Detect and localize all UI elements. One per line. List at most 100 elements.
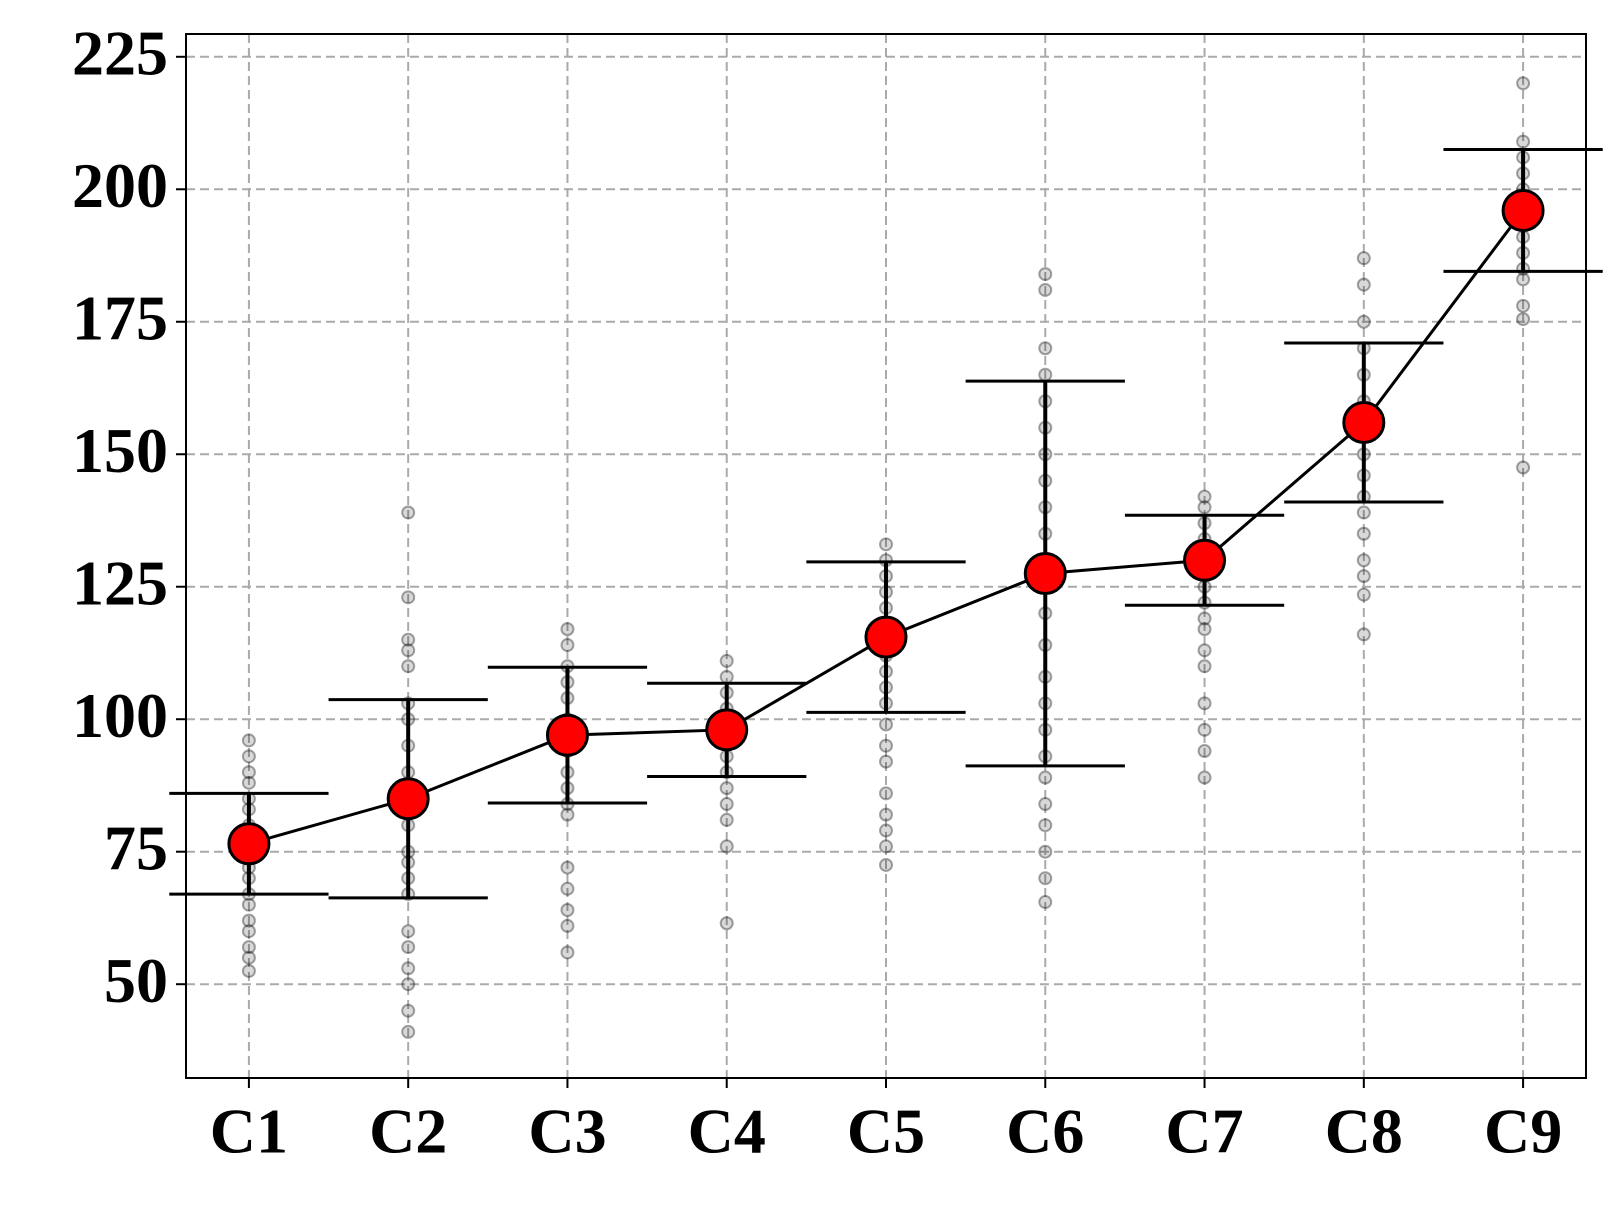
sample-point <box>1356 505 1371 520</box>
sample-point <box>1516 312 1531 327</box>
sample-point <box>241 749 256 764</box>
sample-point <box>1356 277 1371 292</box>
sample-point <box>1356 587 1371 602</box>
sample-point <box>1356 627 1371 642</box>
sample-point <box>401 977 416 992</box>
sample-point <box>879 786 893 801</box>
sample-point <box>1197 500 1212 515</box>
y-tick-label: 225 <box>72 17 168 88</box>
sample-point <box>560 945 575 960</box>
sample-point <box>241 897 256 912</box>
sample-point <box>401 632 416 647</box>
x-tick-label: C4 <box>688 1096 766 1167</box>
sample-point <box>1197 744 1212 759</box>
sample-point <box>719 781 734 796</box>
sample-point <box>879 807 893 822</box>
sample-point <box>241 963 256 978</box>
mean-marker <box>864 615 908 659</box>
sample-point <box>1197 696 1212 711</box>
sample-point <box>719 669 734 684</box>
sample-point <box>879 537 893 552</box>
sample-point <box>401 590 416 605</box>
sample-point <box>1038 871 1053 886</box>
sample-point <box>719 839 734 854</box>
x-tick-label: C9 <box>1484 1096 1562 1167</box>
sample-point <box>560 807 575 822</box>
sample-point <box>241 733 256 748</box>
mean-marker <box>1501 188 1545 232</box>
sample-point <box>879 823 893 838</box>
y-tick-label: 150 <box>72 415 168 486</box>
sample-point <box>1038 818 1053 833</box>
y-tick-label: 125 <box>72 547 168 618</box>
sample-point <box>241 924 256 939</box>
y-tick-label: 175 <box>72 282 168 353</box>
mean-marker <box>1023 551 1067 595</box>
sample-point <box>1356 314 1371 329</box>
sample-point <box>879 839 893 854</box>
sample-point <box>1038 282 1053 297</box>
sample-point <box>719 916 734 931</box>
sample-point <box>560 860 575 875</box>
x-tick-label: C1 <box>210 1096 288 1167</box>
sample-point <box>401 1024 416 1039</box>
sample-point <box>241 775 256 790</box>
x-tick-label: C7 <box>1165 1096 1243 1167</box>
sample-point <box>241 913 256 928</box>
sample-point <box>560 622 575 637</box>
sample-point <box>879 754 893 769</box>
x-tick-label: C3 <box>528 1096 606 1167</box>
sample-point <box>560 903 575 918</box>
sample-point <box>401 505 416 520</box>
sample-point <box>401 643 416 658</box>
sample-point <box>401 940 416 955</box>
mean-marker <box>1183 538 1227 582</box>
sample-point <box>401 961 416 976</box>
y-tick-label: 50 <box>104 945 168 1016</box>
sample-point <box>719 797 734 812</box>
sample-point <box>1197 770 1212 785</box>
x-tick-label: C2 <box>369 1096 447 1167</box>
sample-point <box>1356 569 1371 584</box>
sample-point <box>401 1003 416 1018</box>
y-tick-label: 100 <box>72 680 168 751</box>
x-tick-label: C5 <box>847 1096 925 1167</box>
sample-point <box>1516 134 1531 149</box>
sample-point <box>879 717 893 732</box>
sample-point <box>1516 460 1531 475</box>
sample-point <box>560 638 575 653</box>
sample-point <box>719 653 734 668</box>
sample-point <box>1038 797 1053 812</box>
mean-marker <box>386 777 430 821</box>
mean-marker <box>545 713 589 757</box>
x-tick-label: C6 <box>1006 1096 1084 1167</box>
sample-point <box>1038 770 1053 785</box>
sample-point <box>1356 553 1371 568</box>
sample-point <box>241 950 256 965</box>
sample-point <box>1516 76 1531 91</box>
sample-point <box>1516 272 1531 287</box>
sample-point <box>1356 526 1371 541</box>
sample-point <box>1197 611 1212 626</box>
sample-point <box>1356 251 1371 266</box>
sample-point <box>1038 341 1053 356</box>
mean-marker <box>705 708 749 752</box>
y-tick-label: 200 <box>72 150 168 221</box>
sample-point <box>1197 489 1212 504</box>
mean-marker <box>227 822 271 866</box>
sample-point <box>719 812 734 827</box>
sample-point <box>241 940 256 955</box>
sample-point <box>1038 367 1053 382</box>
sample-point <box>1197 643 1212 658</box>
sample-point <box>560 918 575 933</box>
sample-point <box>1197 622 1212 637</box>
sample-point <box>1516 298 1531 313</box>
sample-point <box>879 738 893 753</box>
sample-point <box>401 659 416 674</box>
y-tick-label: 75 <box>104 812 168 883</box>
mean-marker <box>1342 400 1386 444</box>
sample-point <box>1197 722 1212 737</box>
sample-point <box>401 924 416 939</box>
